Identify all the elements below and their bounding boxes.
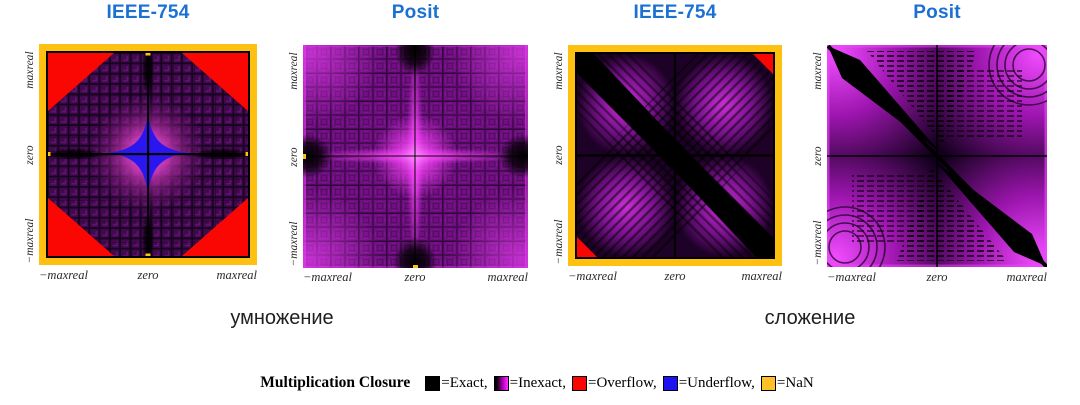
p4-ylabel-zero: zero — [812, 146, 824, 166]
legend-item-underflow-label: =Underflow, — [678, 374, 755, 391]
caption-multiplication: умножение — [230, 307, 334, 329]
p3-xlabel-zero: zero — [664, 269, 686, 283]
legend-item-underflow: =Underflow, — [662, 374, 755, 392]
panel-title-posit-mult: Posit — [391, 2, 440, 23]
ieee754-multiplication-heatmap — [39, 44, 257, 265]
p4-ylabel-negmaxreal: −maxreal — [812, 220, 824, 266]
p4-xlabel-maxreal: maxreal — [1006, 270, 1048, 284]
p1-xlabel-zero: zero — [137, 268, 159, 282]
p2-xlabel-zero: zero — [404, 270, 426, 284]
legend-item-nan: =NaN — [760, 374, 814, 392]
p4-xlabel-negmaxreal: −maxreal — [827, 270, 876, 284]
overflow-swatch — [571, 375, 587, 391]
caption-addition: сложение — [764, 307, 856, 329]
panel-title-ieee754-add: IEEE-754 — [633, 2, 717, 23]
legend-item-overflow: =Overflow, — [571, 374, 657, 392]
legend-item-nan-label: =NaN — [776, 374, 814, 391]
p4-ylabel-maxreal: maxreal — [812, 52, 824, 90]
p4-xlabel-zero: zero — [926, 270, 948, 284]
legend: Multiplication Closure =Exact, =Inexact,… — [0, 374, 1080, 392]
inexact-swatch — [493, 375, 509, 391]
p3-ylabel-negmaxreal: −maxreal — [553, 219, 565, 265]
underflow-swatch — [662, 375, 678, 391]
posit-multiplication-heatmap — [303, 45, 528, 268]
legend-item-exact: =Exact, — [425, 374, 488, 392]
panel-title-ieee754-mult: IEEE-754 — [106, 2, 190, 23]
p3-xlabel-negmaxreal: −maxreal — [568, 269, 617, 283]
posit-addition-heatmap — [827, 45, 1047, 267]
p1-ylabel-maxreal: maxreal — [24, 51, 36, 89]
p2-ylabel-zero: zero — [288, 147, 300, 167]
legend-title: Multiplication Closure — [260, 374, 411, 391]
p2-ylabel-maxreal: maxreal — [288, 52, 300, 90]
p2-xlabel-negmaxreal: −maxreal — [303, 270, 352, 284]
p2-xlabel-maxreal: maxreal — [487, 270, 529, 284]
p1-xlabel-negmaxreal: −maxreal — [39, 268, 88, 282]
ieee754-addition-heatmap — [568, 45, 782, 266]
p2-ylabel-negmaxreal: −maxreal — [288, 221, 300, 267]
p1-ylabel-negmaxreal: −maxreal — [24, 218, 36, 264]
p1-ylabel-zero: zero — [24, 145, 36, 165]
legend-item-overflow-label: =Overflow, — [587, 374, 657, 391]
legend-item-inexact: =Inexact, — [493, 374, 566, 392]
nan-swatch — [760, 375, 776, 391]
p3-ylabel-zero: zero — [553, 145, 565, 165]
legend-item-exact-label: =Exact, — [441, 374, 488, 391]
panel-title-posit-add: Posit — [913, 2, 961, 23]
p3-ylabel-maxreal: maxreal — [553, 52, 565, 90]
p1-xlabel-maxreal: maxreal — [216, 268, 258, 282]
legend-item-inexact-label: =Inexact, — [509, 374, 566, 391]
p3-xlabel-maxreal: maxreal — [741, 269, 783, 283]
exact-swatch — [425, 375, 441, 391]
